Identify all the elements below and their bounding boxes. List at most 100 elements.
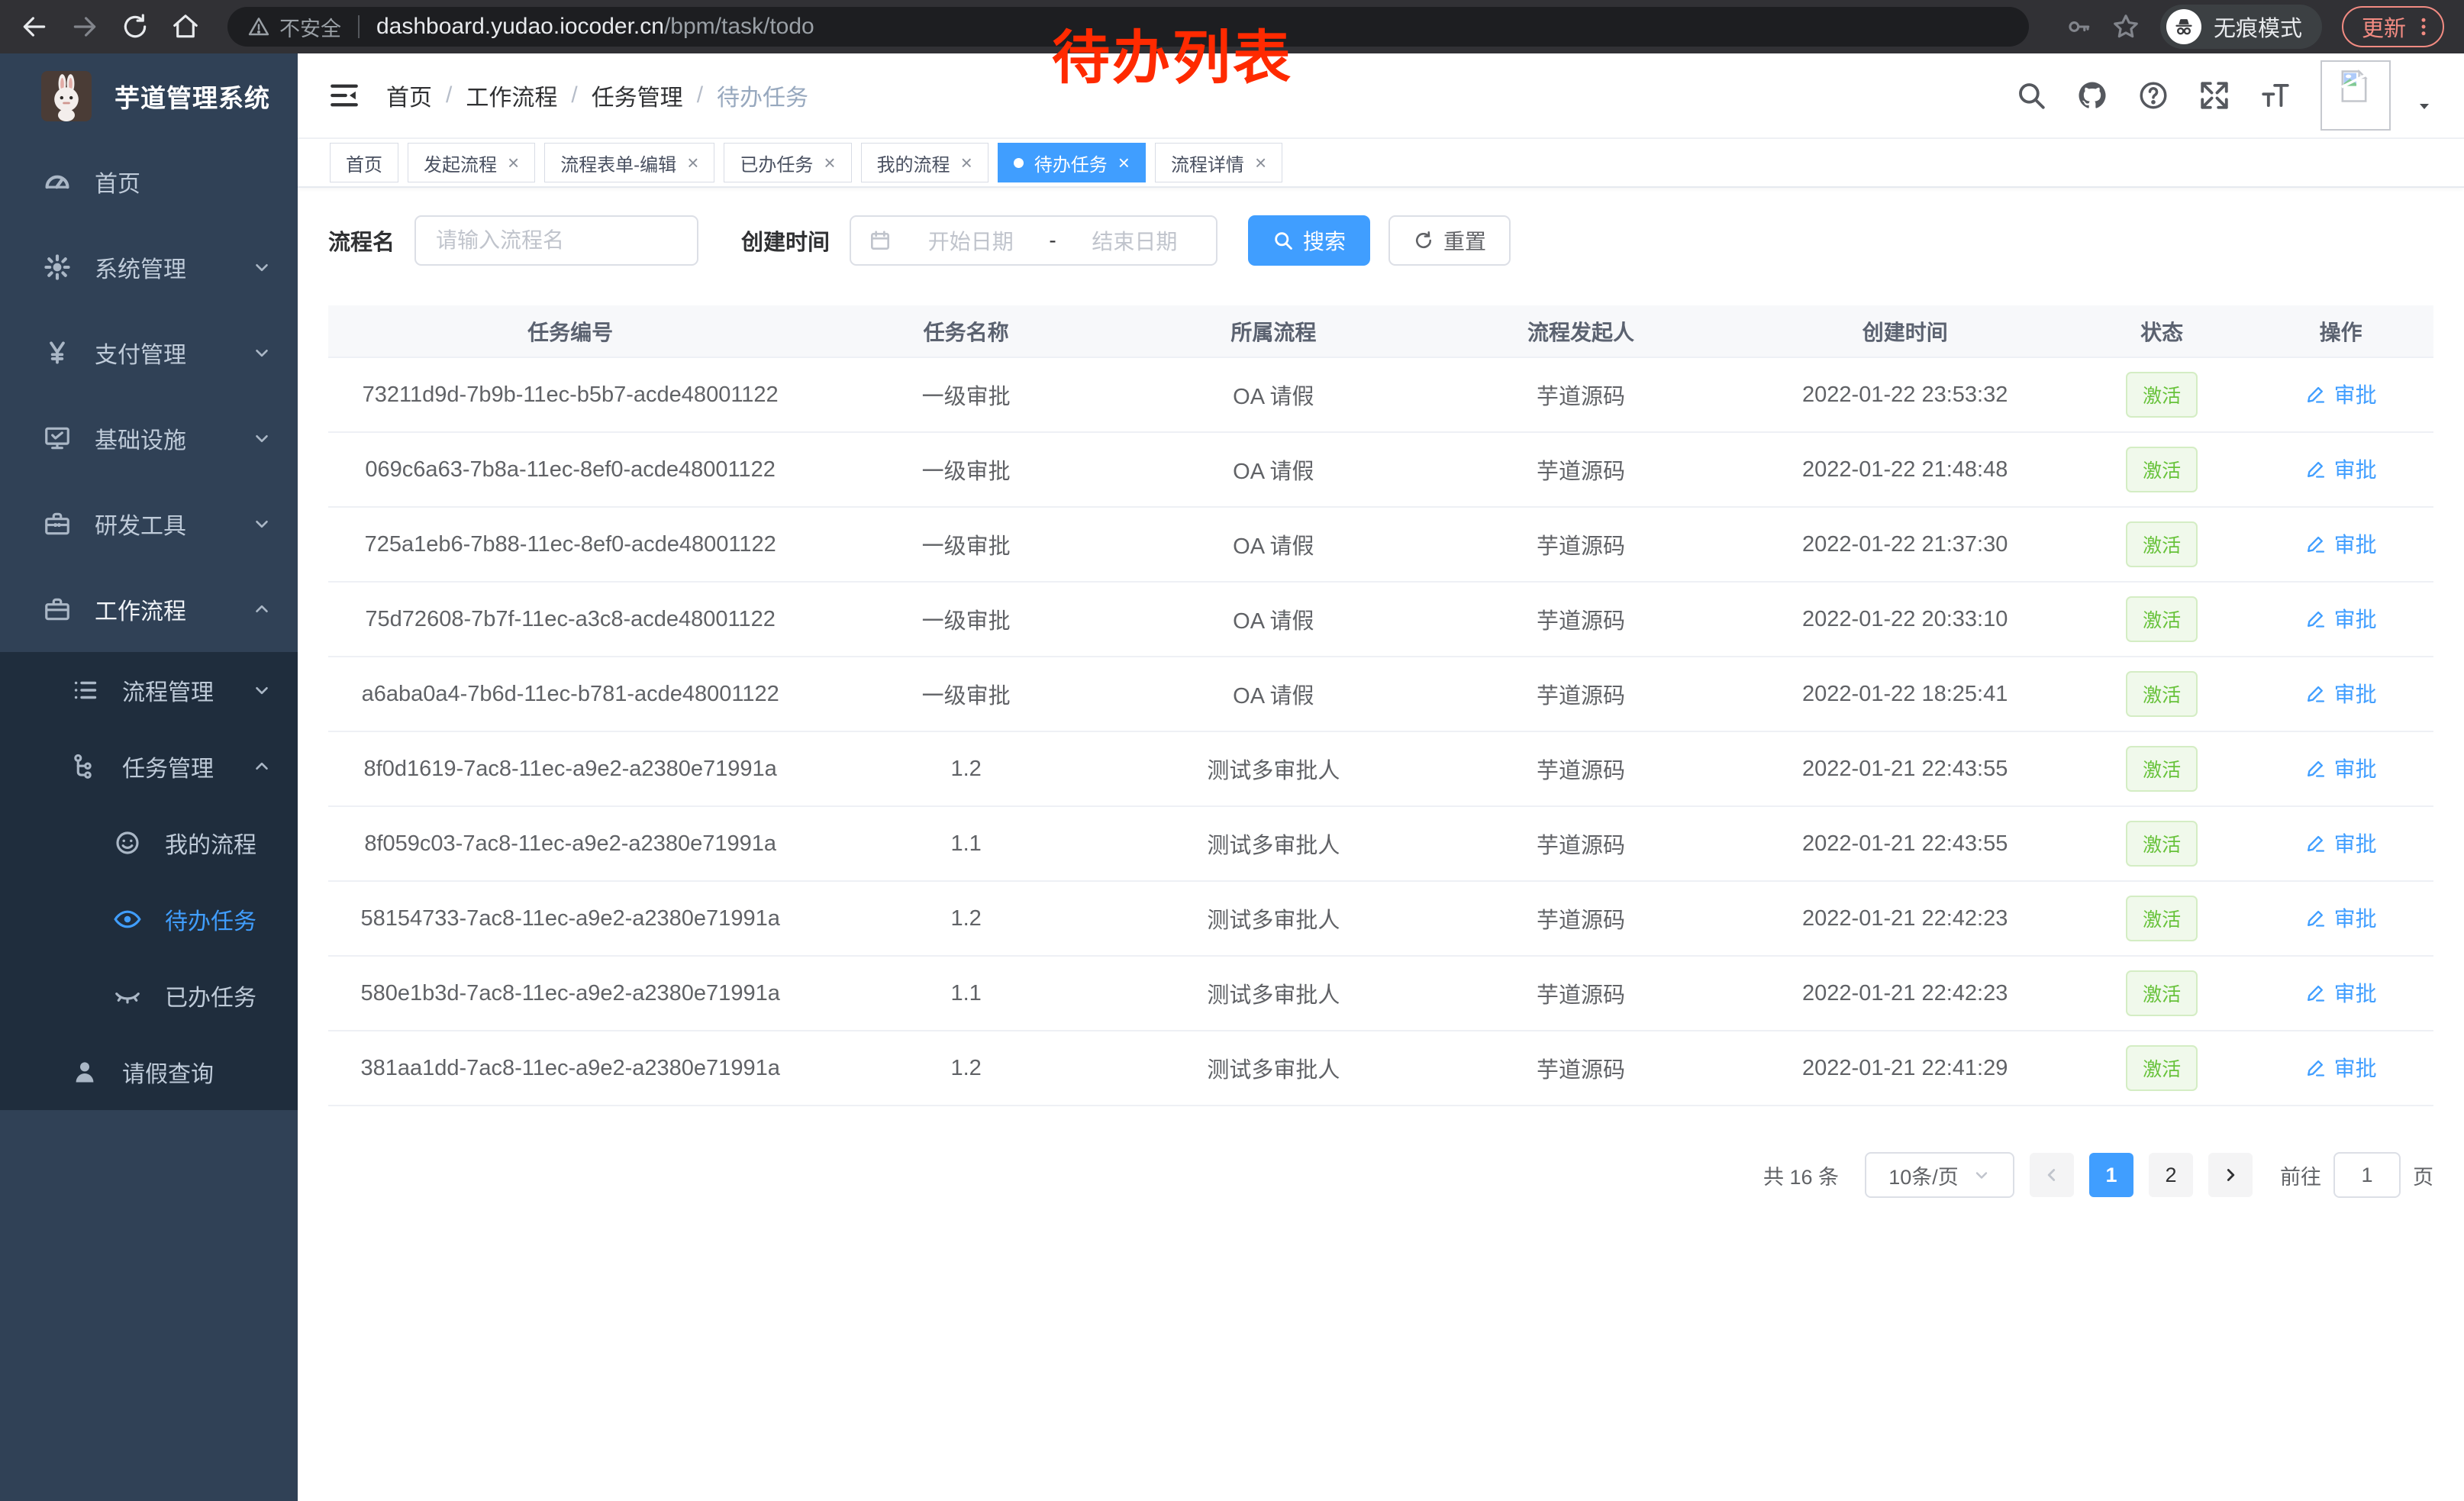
close-icon[interactable]: × <box>960 151 972 174</box>
sidebar-item-done-tasks[interactable]: 已办任务 <box>0 957 298 1034</box>
approve-link[interactable]: 审批 <box>2305 678 2377 709</box>
sidebar-item-todo-tasks[interactable]: 待办任务 <box>0 881 298 957</box>
search-icon[interactable] <box>2015 79 2047 111</box>
close-icon[interactable]: × <box>1118 151 1130 174</box>
incognito-label: 无痕模式 <box>2213 17 2302 41</box>
avatar[interactable] <box>2320 60 2391 131</box>
sidebar-item-dev-tools[interactable]: 研发工具 <box>0 481 298 567</box>
cell-status: 激活 <box>2075 357 2249 433</box>
column-header: 任务名称 <box>812 305 1120 357</box>
close-icon[interactable]: × <box>1254 151 1267 174</box>
page-button-2[interactable]: 2 <box>2149 1153 2193 1197</box>
process-name-label: 流程名 <box>328 231 395 255</box>
close-icon[interactable]: × <box>687 151 699 174</box>
breadcrumb-item[interactable]: 任务管理 <box>591 86 683 111</box>
search-button[interactable]: 搜索 <box>1248 215 1371 266</box>
status-badge: 激活 <box>2126 896 2198 941</box>
tab-label: 我的流程 <box>876 154 950 176</box>
close-icon[interactable]: × <box>824 151 836 174</box>
tab-start-process[interactable]: 发起流程 × <box>408 143 536 182</box>
sidebar-item-label: 已办任务 <box>165 986 256 1011</box>
prev-page-button[interactable] <box>2030 1153 2074 1197</box>
approve-link[interactable]: 审批 <box>2305 528 2377 559</box>
page-size-select[interactable]: 10条/页 <box>1865 1152 2014 1198</box>
close-icon[interactable]: × <box>508 151 520 174</box>
warning-icon <box>247 15 270 38</box>
tab-done-tasks[interactable]: 已办任务 × <box>724 143 852 182</box>
collapse-sidebar-icon[interactable] <box>328 79 360 111</box>
caret-down-icon[interactable] <box>2415 97 2433 115</box>
more-vert-icon[interactable] <box>2412 15 2435 38</box>
start-date-placeholder[interactable]: 开始日期 <box>927 230 1014 253</box>
cell-process: 测试多审批人 <box>1120 956 1427 1031</box>
cell-status: 激活 <box>2075 507 2249 583</box>
status-badge: 激活 <box>2126 372 2198 418</box>
fullscreen-icon[interactable] <box>2198 79 2230 111</box>
help-icon[interactable] <box>2137 79 2169 111</box>
cell-status: 激活 <box>2075 432 2249 508</box>
logo-rabbit-image <box>41 71 92 121</box>
approve-link[interactable]: 审批 <box>2305 977 2377 1008</box>
app-logo[interactable]: 芋道管理系统 <box>0 53 298 139</box>
url-bar[interactable]: 不安全 dashboard.yudao.iocoder.cn/bpm/task/… <box>227 7 2029 47</box>
sidebar-item-infrastructure[interactable]: 基础设施 <box>0 395 298 481</box>
approve-link[interactable]: 审批 <box>2305 454 2377 484</box>
sidebar-item-workflow[interactable]: 工作流程 <box>0 567 298 652</box>
page-button-1[interactable]: 1 <box>2089 1153 2133 1197</box>
process-name-input[interactable] <box>414 215 699 266</box>
sidebar-item-my-process[interactable]: 我的流程 <box>0 805 298 881</box>
breadcrumb-item[interactable]: 工作流程 <box>466 86 558 111</box>
cell-name: 1.1 <box>812 956 1120 1031</box>
approve-link[interactable]: 审批 <box>2305 603 2377 634</box>
column-header: 操作 <box>2248 305 2433 357</box>
red-annotation-text: 待办列表 <box>1052 26 1293 91</box>
tab-label: 待办任务 <box>1034 154 1108 176</box>
cell-name: 一级审批 <box>812 507 1120 583</box>
cell-status: 激活 <box>2075 582 2249 657</box>
sidebar-item-leave-query[interactable]: 请假查询 <box>0 1034 298 1110</box>
approve-link[interactable]: 审批 <box>2305 828 2377 858</box>
key-icon[interactable] <box>2066 14 2091 40</box>
sidebar-item-payment-management[interactable]: 支付管理 <box>0 310 298 395</box>
approve-link[interactable]: 审批 <box>2305 1052 2377 1083</box>
approve-link[interactable]: 审批 <box>2305 753 2377 783</box>
star-icon[interactable] <box>2111 12 2140 41</box>
next-page-button[interactable] <box>2208 1153 2253 1197</box>
forward-icon[interactable] <box>70 12 99 41</box>
cell-status: 激活 <box>2075 657 2249 732</box>
breadcrumb-item[interactable]: 首页 <box>386 86 432 111</box>
tab-label: 已办任务 <box>740 154 814 176</box>
reset-button[interactable]: 重置 <box>1388 215 1511 266</box>
goto-page-input[interactable] <box>2333 1152 2401 1198</box>
home-icon[interactable] <box>171 12 200 41</box>
security-label: 不安全 <box>279 17 341 40</box>
tab-form-edit[interactable]: 流程表单-编辑 × <box>544 143 715 182</box>
tab-todo-tasks[interactable]: 待办任务 × <box>997 143 1146 182</box>
end-date-placeholder[interactable]: 结束日期 <box>1092 230 1178 253</box>
reload-icon[interactable] <box>121 12 150 41</box>
github-icon[interactable] <box>2076 79 2108 111</box>
date-range-picker[interactable]: 开始日期 - 结束日期 <box>850 215 1218 266</box>
sidebar-item-task-management[interactable]: 任务管理 <box>0 728 298 805</box>
update-button[interactable]: 更新 <box>2341 6 2444 47</box>
cell-status: 激活 <box>2075 806 2249 882</box>
sidebar-item-label: 首页 <box>95 172 140 197</box>
sidebar-item-system-management[interactable]: 系统管理 <box>0 224 298 310</box>
back-icon[interactable] <box>20 12 49 41</box>
eye-closed-icon <box>113 981 142 1010</box>
sidebar-item-process-management[interactable]: 流程管理 <box>0 652 298 728</box>
approve-link[interactable]: 审批 <box>2305 379 2377 409</box>
approve-link[interactable]: 审批 <box>2305 902 2377 933</box>
tab-home[interactable]: 首页 <box>330 143 398 182</box>
cell-starter: 芋道源码 <box>1427 582 1735 657</box>
app-shell: 芋道管理系统 首页 系统管理 支付管理 基础设施 研发工具 工作流程 流程管理 任务管理 我的流… <box>0 53 2464 1501</box>
tab-process-detail[interactable]: 流程详情 × <box>1154 143 1283 182</box>
security-chip[interactable]: 不安全 <box>247 12 341 42</box>
chrome-actions: 无痕模式 更新 <box>2066 5 2444 49</box>
approve-label: 审批 <box>2333 683 2377 706</box>
table-row: 58154733-7ac8-11ec-a9e2-a2380e71991a 1.2 测… <box>328 881 2433 957</box>
sidebar-item-home[interactable]: 首页 <box>0 139 298 224</box>
tab-my-process[interactable]: 我的流程 × <box>860 143 989 182</box>
font-size-icon[interactable] <box>2259 79 2291 111</box>
